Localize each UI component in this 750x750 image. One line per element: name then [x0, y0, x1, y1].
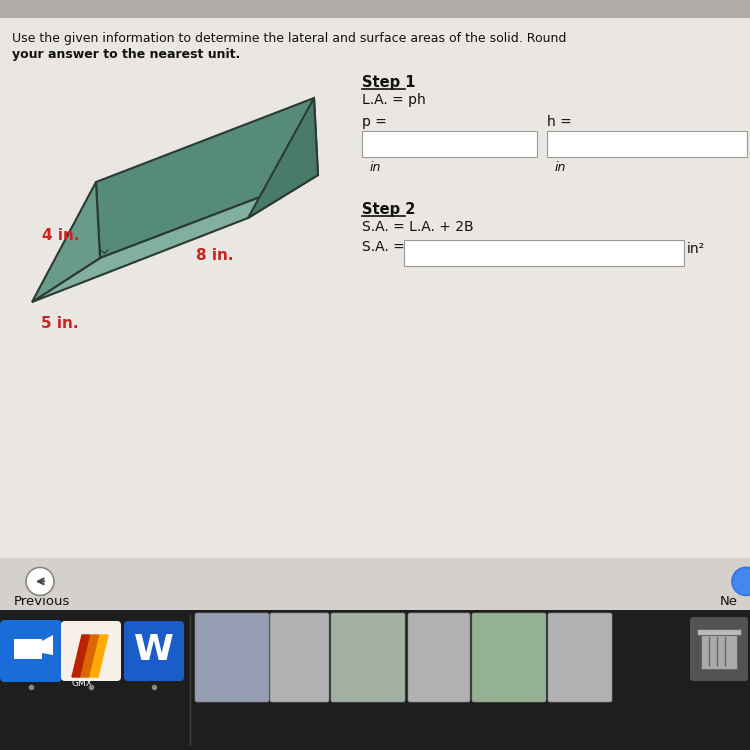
Polygon shape: [72, 635, 90, 677]
Text: S.A. = L.A. + 2B: S.A. = L.A. + 2B: [362, 220, 474, 234]
Polygon shape: [90, 635, 108, 677]
Polygon shape: [32, 175, 318, 302]
FancyBboxPatch shape: [61, 621, 121, 681]
Polygon shape: [32, 182, 100, 302]
FancyBboxPatch shape: [0, 620, 62, 682]
FancyBboxPatch shape: [270, 613, 329, 702]
Text: Step 2: Step 2: [362, 202, 416, 217]
Polygon shape: [42, 635, 53, 655]
Text: your answer to the nearest unit.: your answer to the nearest unit.: [12, 48, 240, 61]
Text: p =: p =: [362, 115, 387, 129]
Bar: [14, 639, 42, 659]
FancyBboxPatch shape: [124, 621, 184, 681]
Text: in: in: [555, 161, 566, 174]
Polygon shape: [96, 98, 318, 258]
Text: W: W: [134, 633, 174, 667]
Text: Step 1: Step 1: [362, 75, 416, 90]
Bar: [404, 240, 684, 266]
FancyBboxPatch shape: [408, 613, 470, 702]
FancyBboxPatch shape: [472, 613, 546, 702]
Text: Ne: Ne: [720, 596, 738, 608]
Text: S.A. =: S.A. =: [362, 240, 405, 254]
Polygon shape: [81, 635, 99, 677]
Text: h =: h =: [547, 115, 572, 129]
FancyBboxPatch shape: [690, 617, 748, 681]
Text: 8 in.: 8 in.: [196, 248, 234, 263]
Bar: [547, 131, 747, 157]
Polygon shape: [248, 98, 318, 218]
Bar: [0, 0, 750, 18]
Bar: [701, 633, 737, 669]
Text: GMX: GMX: [72, 679, 93, 688]
Bar: [697, 629, 741, 635]
FancyBboxPatch shape: [195, 613, 269, 702]
FancyBboxPatch shape: [331, 613, 405, 702]
Bar: [0, 18, 750, 558]
Text: in: in: [370, 161, 381, 174]
Bar: [0, 610, 750, 750]
Circle shape: [26, 568, 54, 596]
Text: in²: in²: [687, 242, 705, 256]
Bar: [0, 558, 750, 610]
Circle shape: [732, 568, 750, 596]
Text: L.A. = ph: L.A. = ph: [362, 93, 426, 107]
Text: 5 in.: 5 in.: [41, 316, 79, 331]
Bar: [362, 131, 537, 157]
FancyBboxPatch shape: [548, 613, 612, 702]
Text: 4 in.: 4 in.: [42, 227, 80, 242]
Text: Use the given information to determine the lateral and surface areas of the soli: Use the given information to determine t…: [12, 32, 566, 45]
Text: Previous: Previous: [14, 596, 70, 608]
